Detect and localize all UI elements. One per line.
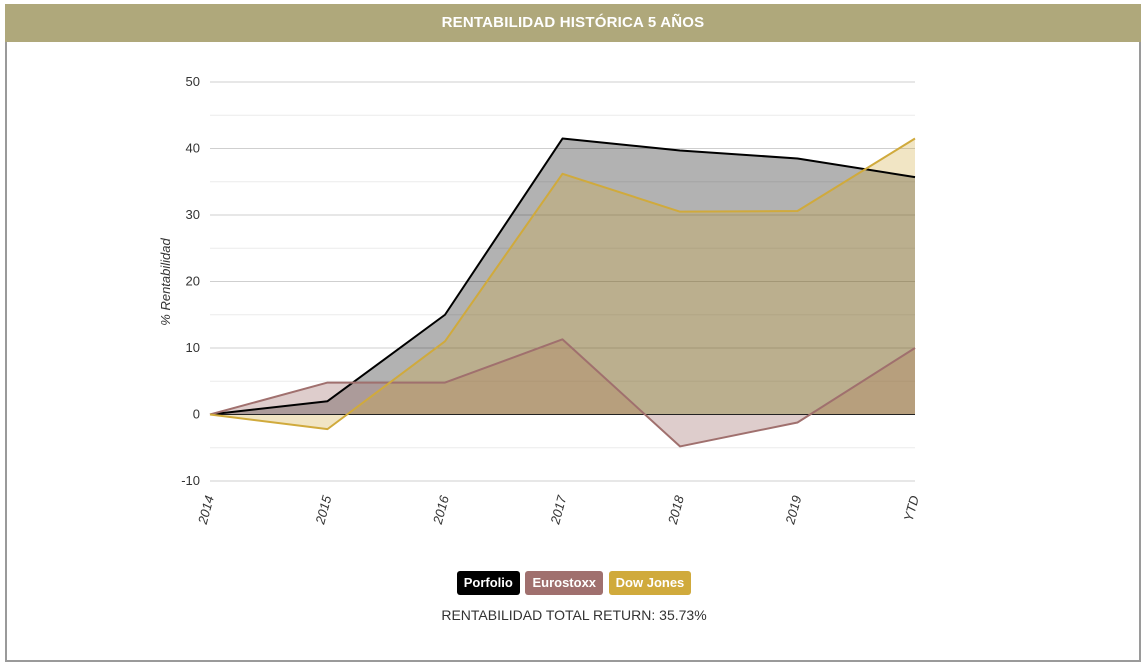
x-tick-label: 2016 [430, 493, 452, 527]
area-porfolio [210, 138, 915, 415]
area-eurostoxx [210, 339, 915, 447]
chart-legend: Porfolio Eurostoxx Dow Jones [0, 571, 1148, 595]
line-eurostoxx [209, 338, 916, 448]
legend-item-eurostoxx[interactable]: Eurostoxx [525, 571, 604, 595]
y-tick-label: 10 [186, 340, 200, 355]
legend-item-dow-jones[interactable]: Dow Jones [608, 571, 692, 595]
x-tick-label: YTD [901, 494, 922, 523]
line-dow-jones [209, 137, 916, 431]
y-tick-label: -10 [181, 473, 200, 488]
y-tick-label: 30 [186, 207, 200, 222]
y-axis-label: % Rentabilidad [158, 238, 173, 326]
chart-header-title: RENTABILIDAD HISTÓRICA 5 AÑOS [5, 4, 1141, 42]
chart-panel [5, 4, 1141, 662]
y-tick-label: 40 [186, 141, 200, 156]
x-tick-label: 2017 [547, 493, 569, 527]
x-tick-label: 2018 [665, 493, 687, 527]
area-dow-jones [210, 138, 915, 430]
legend-item-porfolio[interactable]: Porfolio [456, 571, 520, 595]
x-tick-label: 2015 [312, 493, 334, 527]
x-tick-label: 2019 [782, 494, 804, 527]
line-porfolio [209, 137, 916, 416]
y-tick-label: 50 [186, 74, 200, 89]
x-tick-label: 2014 [195, 494, 217, 527]
y-tick-label: 20 [186, 274, 200, 289]
total-return-text: RENTABILIDAD TOTAL RETURN: 35.73% [441, 607, 707, 623]
y-tick-label: 0 [193, 407, 200, 422]
